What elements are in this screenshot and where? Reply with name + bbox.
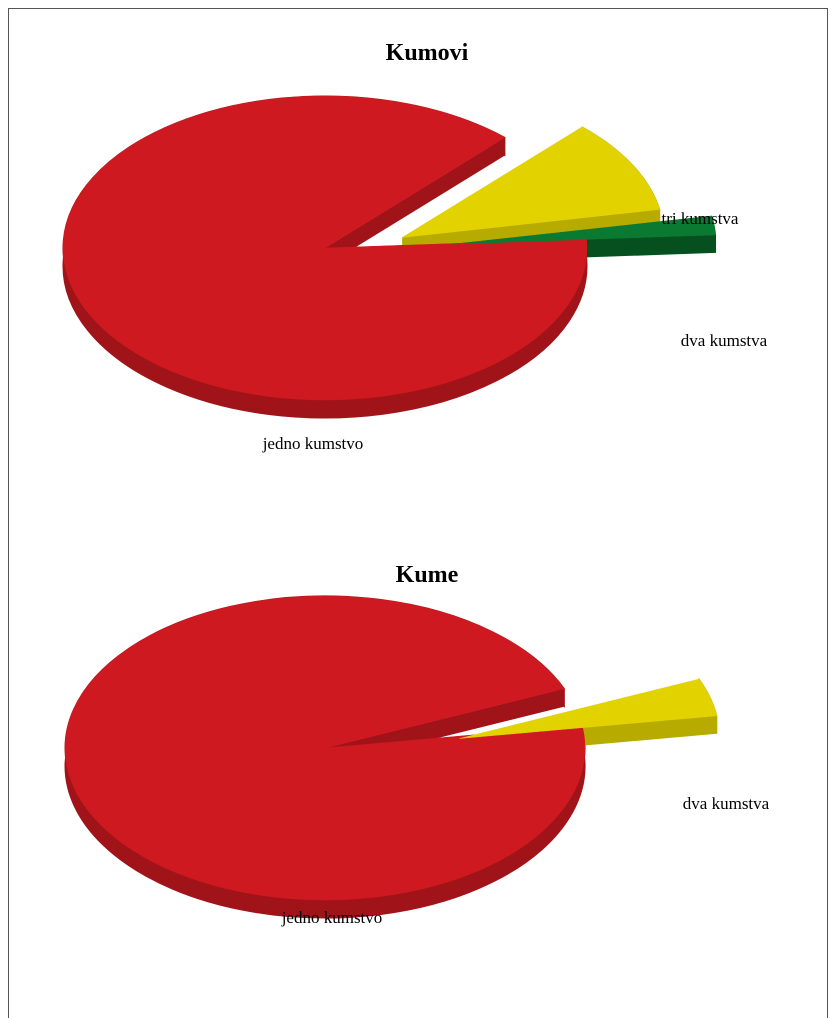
pie-kume [64, 595, 718, 919]
slice-dva-kumstva [459, 678, 718, 739]
slice-dva-kumstva [402, 126, 661, 238]
slice-jedno-kumstvo [64, 595, 586, 901]
slice-edge-jedno-kumstvo-1 [325, 137, 505, 266]
slice-jedno-kumstvo [62, 95, 588, 401]
chart-kume: Kume dva kumstva jedno kumstvo [64, 562, 770, 927]
slice-label-jedno-kumstvo: jedno kumstvo [262, 434, 364, 453]
slice-label-tri-kumstva: tri kumstva [662, 209, 739, 228]
pie-kumovi [62, 95, 717, 419]
slice-label-dva-kumstva: dva kumstva [683, 794, 770, 813]
slice-tri-kumstva [453, 215, 716, 245]
slice-label-dva-kumstva: dva kumstva [681, 331, 768, 350]
chart-title: Kume [396, 562, 459, 588]
chart-title: Kumovi [386, 40, 469, 66]
chart-kumovi: Kumovi tri kumstva dva kumstva jedno kum… [62, 40, 768, 453]
slice-label-jedno-kumstvo: jedno kumstvo [281, 908, 383, 927]
